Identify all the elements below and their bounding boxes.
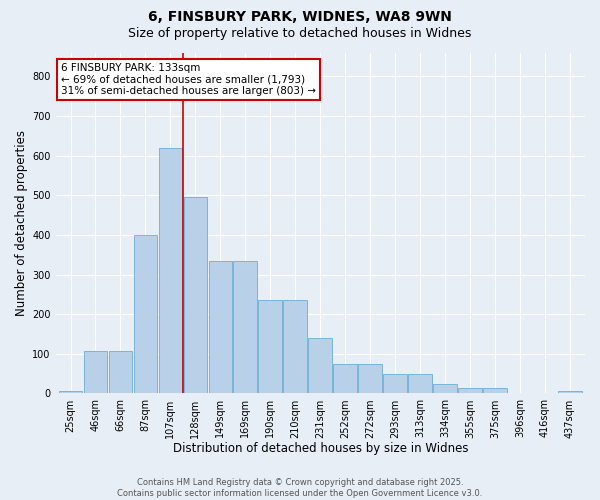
- Bar: [483, 388, 507, 394]
- X-axis label: Distribution of detached houses by size in Widnes: Distribution of detached houses by size …: [173, 442, 468, 455]
- Y-axis label: Number of detached properties: Number of detached properties: [15, 130, 28, 316]
- Bar: [334, 364, 357, 394]
- Text: 6 FINSBURY PARK: 133sqm
← 69% of detached houses are smaller (1,793)
31% of semi: 6 FINSBURY PARK: 133sqm ← 69% of detache…: [61, 62, 316, 96]
- Bar: [558, 392, 582, 394]
- Bar: [158, 148, 182, 394]
- Bar: [358, 364, 382, 394]
- Bar: [59, 392, 82, 394]
- Bar: [184, 197, 207, 394]
- Text: 6, FINSBURY PARK, WIDNES, WA8 9WN: 6, FINSBURY PARK, WIDNES, WA8 9WN: [148, 10, 452, 24]
- Bar: [458, 388, 482, 394]
- Bar: [433, 384, 457, 394]
- Bar: [283, 300, 307, 394]
- Bar: [383, 374, 407, 394]
- Bar: [233, 260, 257, 394]
- Bar: [83, 350, 107, 394]
- Text: Contains HM Land Registry data © Crown copyright and database right 2025.
Contai: Contains HM Land Registry data © Crown c…: [118, 478, 482, 498]
- Bar: [259, 300, 282, 394]
- Bar: [409, 374, 432, 394]
- Bar: [134, 235, 157, 394]
- Bar: [308, 338, 332, 394]
- Text: Size of property relative to detached houses in Widnes: Size of property relative to detached ho…: [128, 28, 472, 40]
- Bar: [109, 350, 133, 394]
- Bar: [209, 260, 232, 394]
